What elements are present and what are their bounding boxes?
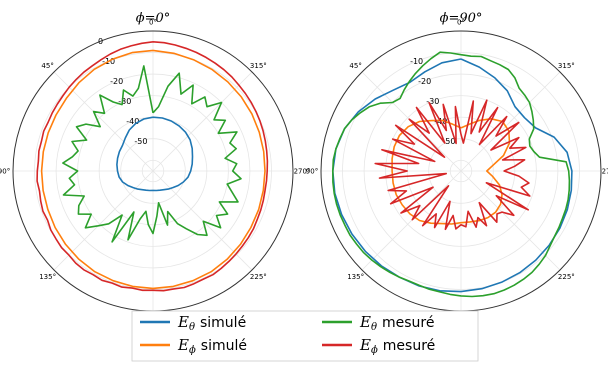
theta-tick-label: 315° [250, 62, 267, 70]
r-tick-label: 0 [98, 37, 103, 46]
r-tick-label: -10 [410, 57, 423, 66]
legend-label: Eϕ simulé [177, 336, 247, 356]
legend-entry-Eph_mes: Eϕ mesuré [322, 336, 435, 356]
legend-label: Eϕ mesuré [359, 336, 435, 356]
theta-tick-label: 135° [39, 273, 56, 281]
legend-entry-Eph_sim: Eϕ simulé [140, 336, 247, 356]
chart-title: ϕ=90° [440, 11, 483, 26]
theta-tick-label: 90° [306, 168, 318, 176]
legend-frame [131, 310, 479, 362]
r-tick-label: -40 [126, 117, 139, 126]
legend: Eθ simulé Eθ mesuré Eϕ simulé Eϕ mesuré [131, 310, 479, 362]
theta-tick-label: 45° [349, 62, 361, 70]
theta-tick-label: 0° [149, 19, 157, 27]
chart-title: ϕ=0° [136, 11, 171, 26]
grid-spoke [361, 170, 462, 271]
grid-spoke [53, 170, 154, 271]
r-tick-label: -30 [426, 97, 439, 106]
theta-tick-label: 0° [457, 19, 465, 27]
r-tick-label: -50 [134, 137, 147, 146]
series-line-Eph_sim [391, 118, 511, 225]
series-line-Eth_sim [332, 58, 573, 293]
theta-tick-label: 90° [0, 168, 10, 176]
series-line-Eph_mes [374, 99, 531, 231]
legend-entry-Eth_sim: Eθ simulé [140, 313, 246, 333]
theta-tick-label: 45° [41, 62, 53, 70]
theta-tick-label: 315° [558, 62, 575, 70]
series-line-Eth_sim [116, 116, 194, 192]
theta-tick-label: 270° [294, 168, 311, 176]
grid-spoke [152, 71, 253, 172]
grid-spoke [460, 170, 561, 271]
legend-entry-Eth_mes: Eθ mesuré [322, 313, 434, 333]
legend-label: Eθ mesuré [359, 313, 434, 333]
r-tick-label: -20 [418, 77, 431, 86]
r-tick-label: -20 [110, 77, 123, 86]
theta-tick-label: 225° [250, 273, 267, 281]
theta-tick-label: 270° [602, 168, 608, 176]
polar-plot-phi-90: ϕ=90°0°45°90°135°180°225°270°315°-10-20-… [306, 11, 608, 325]
series-line-Eph_sim [40, 49, 266, 290]
series-line-Eth_mes [62, 65, 242, 243]
series-line-Eth_mes [332, 51, 571, 298]
theta-tick-label: 135° [347, 273, 364, 281]
series-line-Eph_mes [36, 41, 269, 292]
polar-plot-phi-0: ϕ=0°0°45°90°135°180°225°270°315°0-10-20-… [0, 11, 310, 325]
grid-spoke [460, 71, 561, 172]
theta-tick-label: 225° [558, 273, 575, 281]
r-tick-label: -30 [118, 97, 131, 106]
grid-spoke [53, 71, 154, 172]
legend-label: Eθ simulé [177, 313, 246, 333]
r-tick-label: -50 [442, 137, 455, 146]
